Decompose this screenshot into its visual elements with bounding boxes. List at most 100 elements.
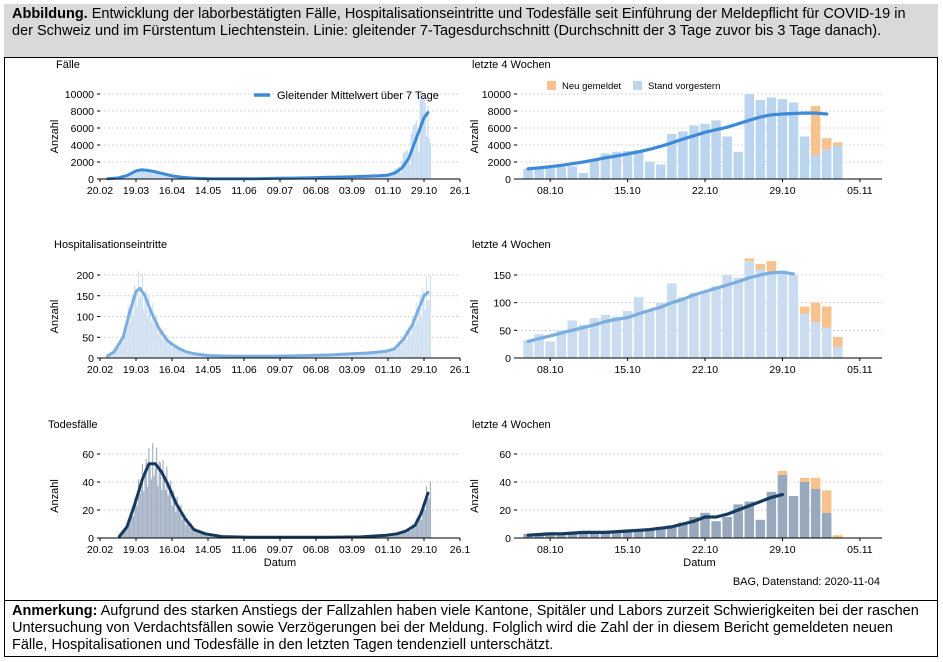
bar-neu-gemeldet [777, 470, 788, 475]
x-tick-label: 03.09 [339, 185, 365, 197]
bar-stand-vorgestern [689, 517, 699, 538]
bar [427, 300, 429, 358]
bar [378, 175, 380, 179]
bar [180, 347, 182, 358]
bar [125, 529, 127, 538]
bar [206, 355, 208, 358]
bar [388, 174, 390, 179]
bar [113, 350, 115, 358]
bar [202, 532, 204, 538]
bar [419, 294, 421, 358]
caption-text: Entwicklung der laborbestätigten Fälle, … [12, 6, 906, 39]
chart-panel: letzte 4 Wochen Anzahl 0 2000 4000 6000 8000 10… [469, 59, 882, 197]
bar [404, 531, 406, 538]
bar [182, 515, 185, 538]
x-tick-label: 05.11 [847, 364, 873, 376]
bar [127, 518, 129, 538]
bar [166, 174, 168, 179]
bar [374, 352, 376, 358]
bar [392, 173, 394, 179]
bar [171, 175, 173, 179]
bar-stand-vorgestern [678, 522, 688, 538]
bar [195, 355, 198, 358]
bar [401, 335, 403, 358]
bar [382, 175, 384, 179]
bar [411, 316, 414, 358]
x-axis-label: Datum [264, 557, 296, 569]
bar [383, 350, 385, 358]
bar [195, 532, 198, 538]
bar [189, 353, 191, 358]
bar-stand-vorgestern [556, 167, 566, 179]
bar [140, 489, 142, 538]
bar [373, 350, 375, 358]
bar [410, 334, 412, 358]
bar [110, 353, 113, 358]
bar [177, 349, 180, 358]
bar [333, 355, 335, 358]
bar-stand-vorgestern [644, 310, 655, 358]
bar [382, 353, 384, 358]
y-tick-label: 2000 [71, 157, 95, 169]
bar-neu-gemeldet [833, 142, 843, 146]
footnote: Anmerkung: Aufgrund des starken Anstiegs… [4, 600, 938, 657]
bar [188, 352, 190, 358]
x-tick-label: 16.04 [159, 544, 185, 556]
bar [397, 341, 399, 358]
bar-stand-vorgestern [799, 482, 810, 538]
bar-neu-gemeldet [810, 477, 821, 489]
bar [407, 162, 410, 179]
bar [428, 299, 430, 358]
bar [400, 173, 402, 179]
bar [167, 174, 169, 179]
bar-stand-vorgestern [578, 173, 589, 179]
bar [315, 356, 317, 358]
bar [127, 174, 129, 179]
bar [176, 344, 178, 358]
bar [395, 533, 397, 538]
bar-stand-vorgestern [755, 519, 766, 538]
x-tick-label: 14.05 [195, 544, 221, 556]
x-tick-label: 20.02 [87, 544, 113, 556]
y-tick-label: 0 [505, 174, 511, 186]
bar-stand-vorgestern [633, 150, 644, 179]
bar-stand-vorgestern [810, 155, 821, 179]
bar [413, 527, 415, 538]
note-label: Anmerkung: [12, 603, 98, 619]
bar [130, 515, 132, 538]
x-tick-label: 15.10 [614, 544, 640, 556]
bar-stand-vorgestern [578, 533, 589, 538]
bar-neu-gemeldet [833, 336, 843, 347]
bar [370, 352, 372, 358]
bar [176, 496, 178, 538]
x-axis-label: Datum [683, 557, 715, 569]
bar [418, 517, 420, 538]
bar [319, 355, 321, 358]
bar [423, 503, 425, 538]
bar-stand-vorgestern [833, 145, 843, 179]
bar-stand-vorgestern [644, 529, 655, 538]
bar [170, 175, 172, 179]
bar-stand-vorgestern [833, 346, 843, 358]
bar [410, 530, 412, 538]
x-tick-label: 05.11 [847, 185, 873, 197]
bar [154, 468, 156, 538]
bar [149, 309, 151, 358]
bar [332, 354, 334, 358]
bar-stand-vorgestern [711, 120, 721, 179]
bar-stand-vorgestern [821, 327, 832, 358]
chart-title: letzte 4 Wochen [472, 239, 551, 251]
bar [353, 354, 356, 358]
x-tick-label: 01.10 [375, 544, 401, 556]
bar [364, 354, 366, 358]
bar-stand-vorgestern [523, 168, 533, 179]
bar [391, 347, 393, 358]
bar [146, 317, 149, 358]
bar [149, 463, 151, 538]
bar [401, 530, 403, 538]
bar [122, 342, 124, 358]
bar [415, 518, 417, 538]
bar [159, 173, 162, 179]
bar [396, 534, 398, 538]
x-tick-label: 09.07 [267, 364, 293, 376]
